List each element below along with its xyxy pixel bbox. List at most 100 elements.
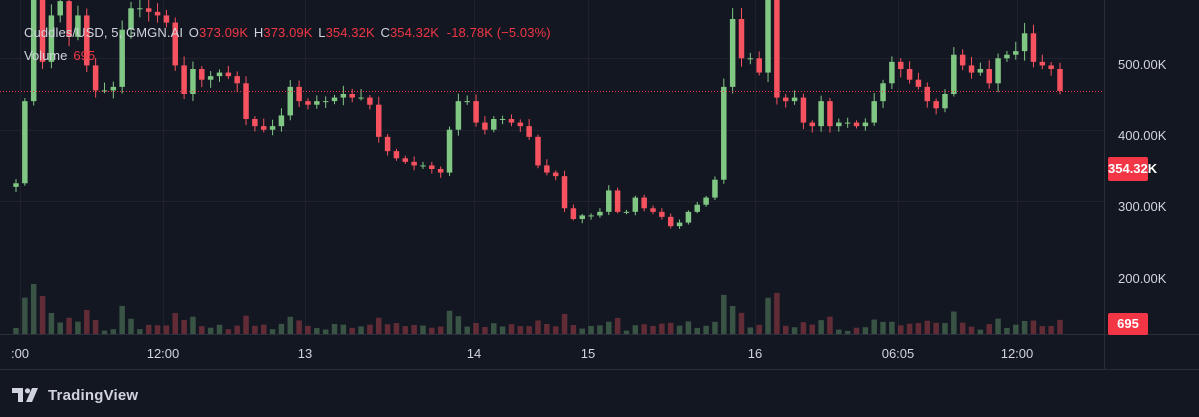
- candle-body: [163, 15, 170, 23]
- candle-body: [535, 136, 541, 166]
- volume-bar: [243, 315, 249, 334]
- candle-body: [774, 0, 780, 98]
- volume-bar: [641, 324, 647, 334]
- volume-bar: [535, 320, 541, 334]
- candle-body: [491, 119, 497, 130]
- volume-bar: [862, 327, 869, 334]
- open-value: 373.09K: [199, 25, 249, 40]
- candle-body: [561, 176, 568, 209]
- candle-body: [685, 211, 692, 223]
- candle-body: [765, 0, 771, 73]
- volume-bar: [676, 325, 683, 334]
- volume-bar: [561, 313, 568, 334]
- volume-bar: [588, 325, 594, 334]
- volume-bar: [367, 324, 373, 334]
- candle-body: [190, 69, 196, 94]
- volume-bar: [747, 327, 754, 334]
- volume-bar: [853, 327, 860, 334]
- volume-bar: [809, 324, 816, 334]
- volume-bar: [207, 327, 214, 334]
- candle-body: [199, 69, 205, 80]
- candle-body: [951, 54, 957, 94]
- candle-body: [995, 58, 1001, 84]
- x-tick-label: 14: [466, 346, 482, 361]
- candle-body: [694, 204, 700, 212]
- volume-bar: [836, 329, 842, 334]
- volume-bar: [924, 320, 931, 334]
- volume-bar: [446, 310, 453, 334]
- x-tick-label: :00: [10, 346, 30, 361]
- volume-bar: [39, 295, 46, 334]
- candle-body: [853, 122, 860, 127]
- volume-bar: [57, 322, 63, 334]
- candle-body: [376, 104, 382, 137]
- volume-bar: [455, 316, 462, 334]
- volume-bar: [429, 327, 435, 334]
- volume-bar: [30, 284, 37, 334]
- volume-bar: [968, 326, 975, 334]
- volume-bar: [906, 323, 913, 334]
- volume-bar: [721, 294, 727, 334]
- candle-body: [1039, 61, 1046, 66]
- candle-body: [482, 122, 488, 130]
- volume-bar: [597, 325, 603, 334]
- symbol-label: Cuddles/USD, 5, GMGN.AI: [24, 25, 184, 40]
- candle-body: [632, 197, 639, 212]
- volume-bar: [959, 322, 966, 334]
- volume-bar: [889, 321, 895, 334]
- candle-body: [269, 126, 276, 130]
- candle-body: [437, 169, 444, 173]
- volume-bar: [181, 319, 187, 334]
- x-tick-label: 12:00: [1000, 346, 1034, 361]
- volume-bar: [358, 326, 364, 334]
- candle-body: [473, 101, 479, 123]
- y-tick-label: 400.00K: [1118, 128, 1167, 143]
- volume-bar: [871, 319, 877, 334]
- candle-body: [207, 76, 214, 80]
- candle-body: [84, 15, 90, 66]
- volume-bar: [119, 305, 125, 334]
- candle-body: [738, 19, 745, 59]
- candle-body: [579, 215, 585, 219]
- candle-body: [145, 8, 152, 12]
- candle-body: [942, 94, 948, 109]
- volume-bar: [1048, 325, 1054, 334]
- volume-bar: [756, 324, 762, 334]
- grid-lines: [0, 0, 1104, 334]
- x-tick-label: 16: [747, 346, 763, 361]
- volume-bar: [110, 329, 117, 334]
- volume-bar: [517, 326, 524, 334]
- candle-body: [508, 119, 515, 123]
- volume-bar: [225, 329, 232, 334]
- volume-bar: [685, 321, 692, 334]
- ohlc-legend: Cuddles/USD, 5, GMGN.AI O373.09K H373.09…: [24, 25, 551, 40]
- volume-label: Volume: [24, 48, 68, 63]
- volume-bar: [1013, 324, 1019, 334]
- volume-bar: [499, 326, 506, 334]
- volume-bar: [145, 324, 152, 334]
- volume-bar: [898, 325, 904, 334]
- chart-frame: [0, 0, 1199, 370]
- volume-bar: [376, 317, 382, 334]
- tradingview-logo-icon: [12, 388, 38, 402]
- candle-body: [800, 97, 807, 123]
- volume-bar: [977, 329, 984, 334]
- candle-body: [986, 69, 992, 84]
- candle-body: [552, 172, 559, 177]
- candle-body: [340, 94, 347, 98]
- volume-bar: [402, 326, 409, 334]
- candle-body: [544, 165, 550, 173]
- candle-body: [650, 208, 656, 212]
- volume-bar: [172, 312, 178, 334]
- candle-body: [101, 90, 108, 92]
- volume-bar: [995, 318, 1001, 334]
- candle-body: [119, 29, 125, 87]
- volume-bar: [287, 316, 294, 334]
- candle-body: [809, 122, 816, 127]
- candle-body: [933, 101, 939, 109]
- candle-body: [296, 86, 302, 102]
- volume-bar: [322, 329, 329, 334]
- volume-legend: Volume 695: [24, 48, 95, 63]
- tradingview-footer[interactable]: TradingView: [12, 384, 138, 406]
